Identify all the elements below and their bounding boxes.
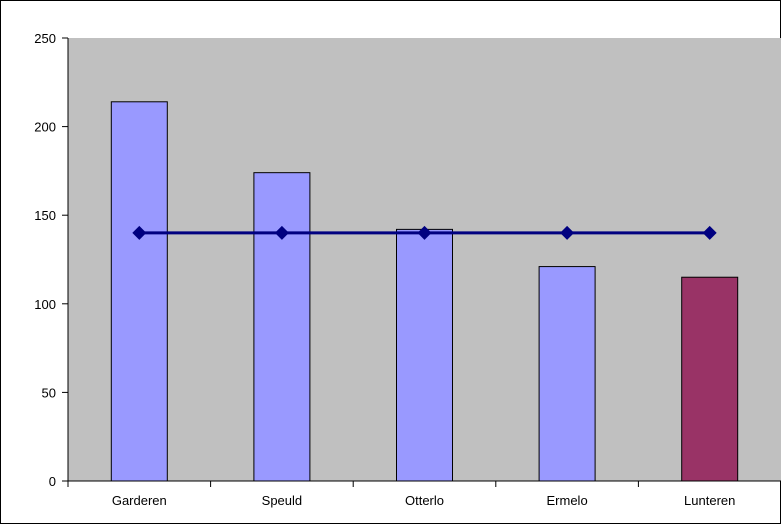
line-point-lunteren (702, 225, 717, 240)
line-series (132, 225, 717, 240)
bar-lunteren (681, 276, 739, 482)
y-tick-label: 50 (42, 385, 56, 400)
bar-speuld (253, 172, 311, 482)
line-point-garderen (132, 225, 147, 240)
y-tick-label: 150 (34, 208, 56, 223)
y-tick-label: 250 (34, 31, 56, 46)
x-tick-label: Otterlo (405, 493, 444, 508)
y-axis: 0 50 100 150 200 250 (34, 31, 69, 489)
bar-ermelo (538, 266, 596, 482)
bar-garderen (110, 101, 168, 482)
line-point-speuld (274, 225, 289, 240)
x-tick-label: Ermelo (547, 493, 588, 508)
y-tick-label: 200 (34, 120, 56, 135)
y-tick-label: 100 (34, 297, 56, 312)
x-tick-label: Garderen (112, 493, 167, 508)
bar-series (110, 101, 739, 482)
line-point-otterlo (417, 225, 432, 240)
x-axis: Garderen Speuld Otterlo Ermelo Lunteren (67, 480, 781, 508)
y-tick-label: 0 (49, 474, 56, 489)
x-tick-label: Speuld (262, 493, 302, 508)
bar-otterlo (396, 228, 453, 482)
line-point-ermelo (560, 225, 575, 240)
x-tick-label: Lunteren (684, 493, 735, 508)
